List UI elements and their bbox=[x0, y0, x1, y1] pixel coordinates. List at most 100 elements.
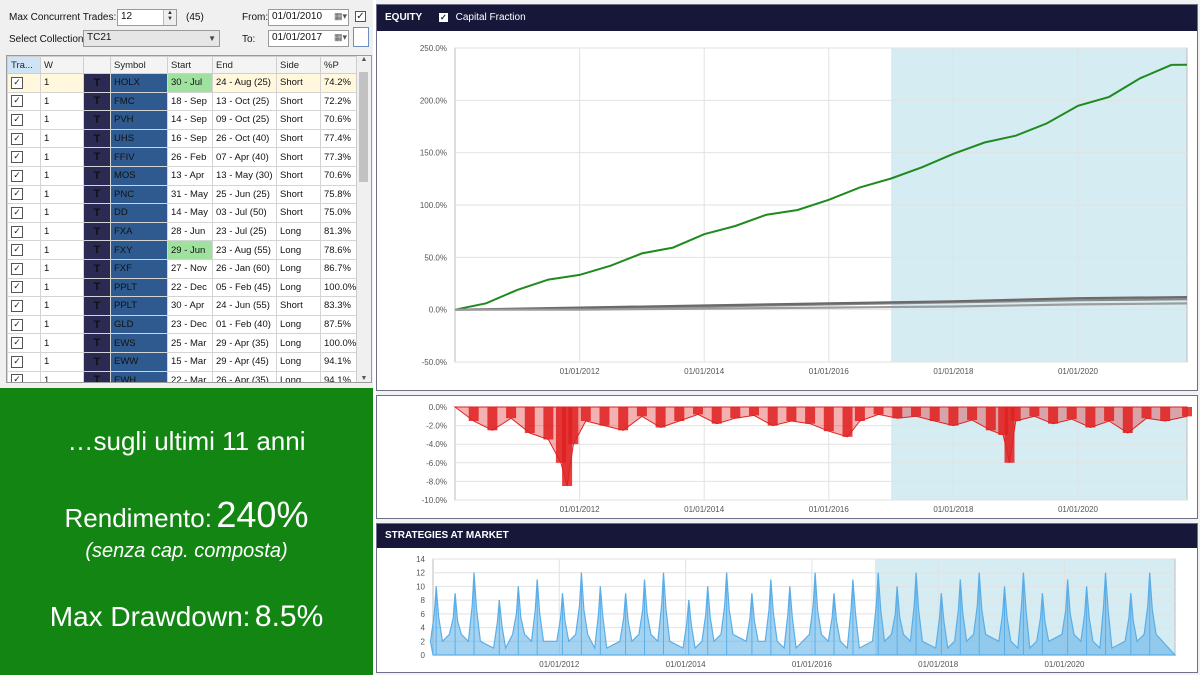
row-checkbox[interactable]: ✓ bbox=[11, 299, 23, 312]
col-pct[interactable]: %P bbox=[320, 56, 364, 74]
row-checkbox[interactable]: ✓ bbox=[11, 374, 23, 382]
symbol-cell[interactable]: PNC bbox=[110, 184, 168, 205]
weight-cell[interactable]: 1 bbox=[40, 333, 84, 353]
trade-checkbox-cell[interactable]: ✓ bbox=[7, 91, 41, 112]
trade-checkbox-cell[interactable]: ✓ bbox=[7, 203, 41, 223]
symbol-cell[interactable]: HOLX bbox=[110, 73, 168, 93]
symbol-cell[interactable]: FXY bbox=[110, 240, 168, 260]
table-row[interactable]: ✓ 1 T EWW 15 - Mar 29 - Apr (45) Long 94.1% bbox=[7, 351, 364, 372]
row-checkbox[interactable]: ✓ bbox=[11, 262, 23, 275]
col-symbol[interactable]: Symbol bbox=[110, 56, 168, 74]
table-row[interactable]: ✓ 1 T FXY 29 - Jun 23 - Aug (55) Long 78.6% bbox=[7, 240, 364, 260]
row-checkbox[interactable]: ✓ bbox=[11, 151, 23, 164]
row-checkbox[interactable]: ✓ bbox=[11, 76, 23, 89]
calendar-icon[interactable]: ▦▾ bbox=[333, 11, 347, 21]
row-checkbox[interactable]: ✓ bbox=[11, 337, 23, 350]
trade-checkbox-cell[interactable]: ✓ bbox=[7, 128, 41, 149]
weight-cell[interactable]: 1 bbox=[40, 147, 84, 167]
symbol-cell[interactable]: FXA bbox=[110, 221, 168, 242]
collection-select[interactable]: TC21 ▼ bbox=[83, 30, 220, 47]
table-scrollbar[interactable]: ▲ ▼ bbox=[356, 56, 371, 382]
trade-checkbox-cell[interactable]: ✓ bbox=[7, 351, 41, 372]
weight-cell[interactable]: 1 bbox=[40, 165, 84, 186]
to-date-picker[interactable]: 01/01/2017 ▦▾ bbox=[268, 30, 349, 47]
trade-checkbox-cell[interactable]: ✓ bbox=[7, 73, 41, 93]
strategy-type-icon[interactable]: T bbox=[83, 333, 111, 353]
strategy-type-icon[interactable]: T bbox=[83, 221, 111, 242]
strategy-type-icon[interactable]: T bbox=[83, 203, 111, 223]
symbol-cell[interactable]: DD bbox=[110, 203, 168, 223]
row-checkbox[interactable]: ✓ bbox=[11, 281, 23, 294]
weight-cell[interactable]: 1 bbox=[40, 240, 84, 260]
trade-checkbox-cell[interactable]: ✓ bbox=[7, 370, 41, 382]
table-row[interactable]: ✓ 1 T MOS 13 - Apr 13 - May (30) Short 70.6% bbox=[7, 165, 364, 186]
run-button[interactable] bbox=[353, 27, 369, 47]
row-checkbox[interactable]: ✓ bbox=[11, 206, 23, 219]
strategy-type-icon[interactable]: T bbox=[83, 296, 111, 316]
max-trades-input[interactable]: 12 ▲ ▼ bbox=[117, 9, 177, 26]
trade-checkbox-cell[interactable]: ✓ bbox=[7, 221, 41, 242]
weight-cell[interactable]: 1 bbox=[40, 128, 84, 149]
strategy-type-icon[interactable]: T bbox=[83, 314, 111, 335]
table-row[interactable]: ✓ 1 T GLD 23 - Dec 01 - Feb (40) Long 87.5% bbox=[7, 314, 364, 335]
symbol-cell[interactable]: PPLT bbox=[110, 296, 168, 316]
symbol-cell[interactable]: MOS bbox=[110, 165, 168, 186]
table-row[interactable]: ✓ 1 T DD 14 - May 03 - Jul (50) Short 75.0% bbox=[7, 203, 364, 223]
table-row[interactable]: ✓ 1 T PPLT 30 - Apr 24 - Jun (55) Short 83.3% bbox=[7, 296, 364, 316]
row-checkbox[interactable]: ✓ bbox=[11, 188, 23, 201]
weight-cell[interactable]: 1 bbox=[40, 110, 84, 130]
col-side[interactable]: Side bbox=[276, 56, 321, 74]
weight-cell[interactable]: 1 bbox=[40, 370, 84, 382]
strategy-type-icon[interactable]: T bbox=[83, 184, 111, 205]
table-row[interactable]: ✓ 1 T PVH 14 - Sep 09 - Oct (25) Short 70.6% bbox=[7, 110, 364, 130]
table-row[interactable]: ✓ 1 T EWH 22 - Mar 26 - Apr (35) Long 94.1% bbox=[7, 370, 364, 382]
weight-cell[interactable]: 1 bbox=[40, 203, 84, 223]
trade-checkbox-cell[interactable]: ✓ bbox=[7, 165, 41, 186]
row-checkbox[interactable]: ✓ bbox=[11, 132, 23, 145]
scroll-up-icon[interactable]: ▲ bbox=[360, 56, 368, 63]
trade-checkbox-cell[interactable]: ✓ bbox=[7, 147, 41, 167]
symbol-cell[interactable]: EWW bbox=[110, 351, 168, 372]
symbol-cell[interactable]: FFIV bbox=[110, 147, 168, 167]
table-row[interactable]: ✓ 1 T FXF 27 - Nov 26 - Jan (60) Long 86.7% bbox=[7, 258, 364, 279]
symbol-cell[interactable]: EWH bbox=[110, 370, 168, 382]
strategy-type-icon[interactable]: T bbox=[83, 351, 111, 372]
col-end[interactable]: End bbox=[212, 56, 277, 74]
strategy-type-icon[interactable]: T bbox=[83, 240, 111, 260]
col-start[interactable]: Start bbox=[167, 56, 213, 74]
from-enable-checkbox[interactable]: ✓ bbox=[355, 11, 366, 22]
weight-cell[interactable]: 1 bbox=[40, 351, 84, 372]
trade-checkbox-cell[interactable]: ✓ bbox=[7, 277, 41, 298]
col-weight[interactable]: W bbox=[40, 56, 84, 74]
symbol-cell[interactable]: PPLT bbox=[110, 277, 168, 298]
table-row[interactable]: ✓ 1 T FMC 18 - Sep 13 - Oct (25) Short 72.2% bbox=[7, 91, 364, 112]
col-trade[interactable]: Tra... bbox=[7, 56, 41, 74]
weight-cell[interactable]: 1 bbox=[40, 277, 84, 298]
trade-checkbox-cell[interactable]: ✓ bbox=[7, 314, 41, 335]
table-row[interactable]: ✓ 1 T EWS 25 - Mar 29 - Apr (35) Long 100.0% bbox=[7, 333, 364, 353]
trade-checkbox-cell[interactable]: ✓ bbox=[7, 296, 41, 316]
scroll-down-icon[interactable]: ▼ bbox=[360, 375, 368, 382]
strategy-type-icon[interactable]: T bbox=[83, 258, 111, 279]
spin-buttons[interactable]: ▲ ▼ bbox=[163, 10, 176, 25]
symbol-cell[interactable]: EWS bbox=[110, 333, 168, 353]
row-checkbox[interactable]: ✓ bbox=[11, 113, 23, 126]
strategy-type-icon[interactable]: T bbox=[83, 147, 111, 167]
trade-checkbox-cell[interactable]: ✓ bbox=[7, 333, 41, 353]
symbol-cell[interactable]: FMC bbox=[110, 91, 168, 112]
table-row[interactable]: ✓ 1 T UHS 16 - Sep 26 - Oct (40) Short 77.4% bbox=[7, 128, 364, 149]
weight-cell[interactable]: 1 bbox=[40, 221, 84, 242]
weight-cell[interactable]: 1 bbox=[40, 314, 84, 335]
weight-cell[interactable]: 1 bbox=[40, 184, 84, 205]
trade-checkbox-cell[interactable]: ✓ bbox=[7, 240, 41, 260]
trade-checkbox-cell[interactable]: ✓ bbox=[7, 110, 41, 130]
row-checkbox[interactable]: ✓ bbox=[11, 244, 23, 257]
strategy-type-icon[interactable]: T bbox=[83, 73, 111, 93]
trade-checkbox-cell[interactable]: ✓ bbox=[7, 184, 41, 205]
col-t[interactable] bbox=[83, 56, 111, 74]
table-row[interactable]: ✓ 1 T FXA 28 - Jun 23 - Jul (25) Long 81.3% bbox=[7, 221, 364, 242]
row-checkbox[interactable]: ✓ bbox=[11, 225, 23, 238]
strategy-type-icon[interactable]: T bbox=[83, 91, 111, 112]
capital-fraction-checkbox[interactable]: ✓ bbox=[438, 12, 448, 22]
trade-checkbox-cell[interactable]: ✓ bbox=[7, 258, 41, 279]
